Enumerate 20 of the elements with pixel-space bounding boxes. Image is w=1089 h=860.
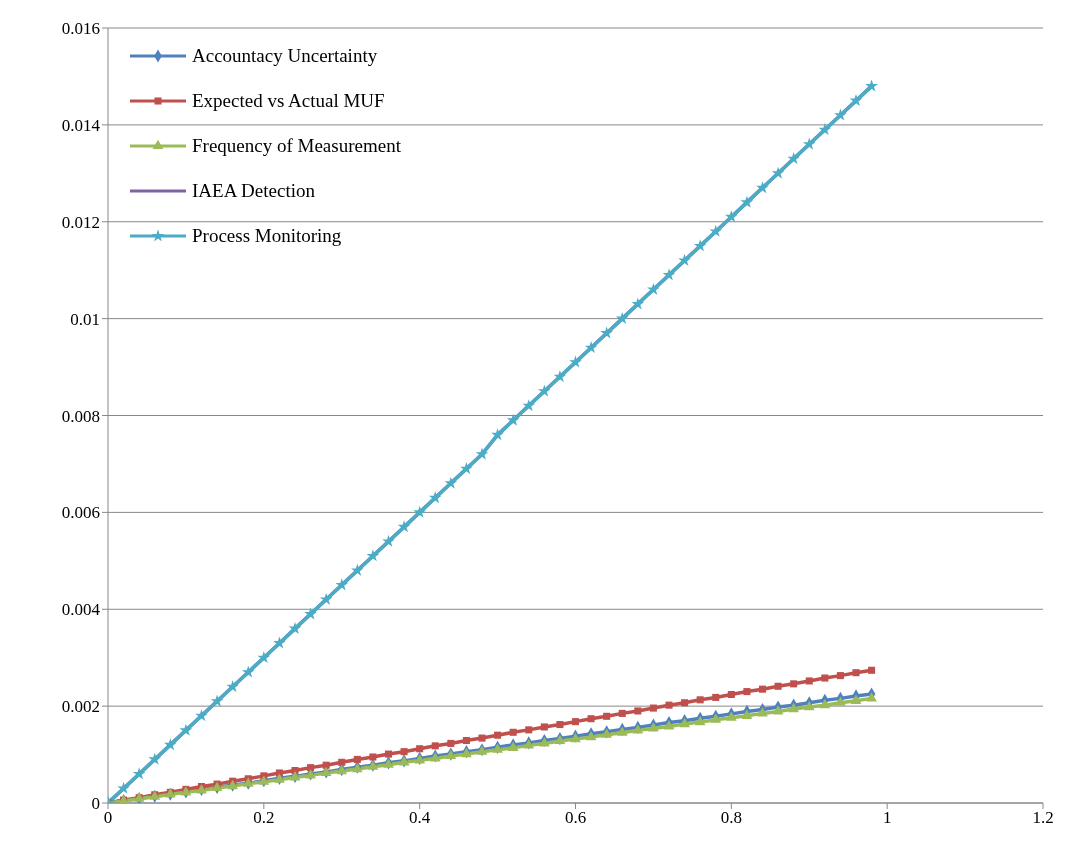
y-tick-label: 0.008: [61, 406, 100, 426]
legend-label: Expected vs Actual MUF: [192, 89, 385, 112]
y-tick-label: 0.014: [61, 115, 101, 135]
x-tick-label: 0.2: [253, 808, 275, 828]
x-tick-label: 0.8: [720, 808, 742, 828]
x-tick-label: 0.6: [564, 808, 587, 828]
legend-label: Process Monitoring: [192, 224, 342, 247]
x-tick-label: 1: [882, 808, 892, 828]
legend-label: IAEA Detection: [192, 179, 315, 202]
y-tick-label: 0.006: [61, 503, 100, 523]
y-tick-label: 0.016: [61, 19, 100, 39]
legend-label: Frequency of Measurement: [192, 134, 401, 157]
x-tick-label: 0.4: [409, 808, 431, 828]
y-tick-label: 0.01: [70, 309, 100, 329]
legend-label: Accountacy Uncertainty: [192, 44, 378, 67]
x-tick-label: 1.2: [1032, 808, 1054, 828]
y-tick-label: 0: [91, 794, 100, 814]
y-tick-label: 0.012: [61, 212, 100, 232]
y-tick-label: 0.004: [61, 600, 101, 620]
y-tick-label: 0.002: [61, 697, 100, 717]
